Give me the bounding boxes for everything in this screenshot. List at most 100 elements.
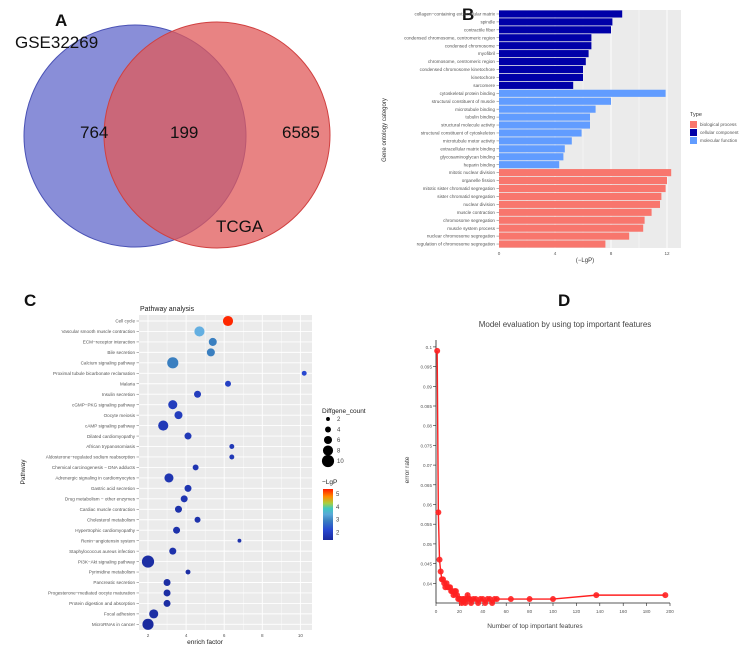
- c-pathway-label: Bile secretion: [107, 350, 135, 355]
- b-bar: [499, 184, 666, 193]
- c-color-legend-label: 2: [336, 530, 340, 536]
- c-pathway-label: Oocyte meiosis: [104, 413, 136, 418]
- b-bar: [499, 224, 644, 232]
- c-plot-background: [139, 315, 312, 630]
- b-bar: [499, 97, 611, 105]
- c-pathway-label: African trypanosomiasis: [86, 444, 135, 449]
- c-point: [180, 495, 188, 503]
- c-pathway-label: Pancreatic secretion: [93, 580, 135, 585]
- d-y-tick-label: 0.085: [421, 404, 433, 409]
- d-y-axis-title: error rate: [404, 456, 411, 483]
- c-pathway-label: Vascular smooth muscle contraction: [62, 329, 136, 334]
- c-size-legend-dot: [326, 417, 330, 421]
- d-y-tick-label: 0.07: [423, 463, 432, 468]
- b-bar: [499, 129, 582, 137]
- b-bar: [499, 145, 565, 153]
- b-bar: [499, 161, 560, 169]
- c-pathway-label: Malaria: [120, 381, 136, 386]
- d-y-tick-label: 0.06: [423, 503, 432, 508]
- c-pathway-label: ECM−receptor interaction: [83, 340, 136, 345]
- venn-count-gse32269-only: 764: [80, 123, 108, 142]
- b-bar: [499, 73, 583, 82]
- c-point: [164, 473, 174, 483]
- d-chart-title: Model evaluation by using top important …: [479, 320, 652, 329]
- c-pathway-label: Protein digestion and absorption: [69, 601, 135, 606]
- b-bar: [499, 50, 589, 58]
- b-category-label: structural constituent of muscle: [432, 99, 496, 104]
- c-size-legend-label: 10: [337, 459, 344, 465]
- c-point: [163, 589, 171, 597]
- c-point: [173, 526, 181, 534]
- b-category-label: muscle system process: [447, 226, 495, 231]
- panel-label-d: D: [558, 291, 570, 310]
- panel-a-venn: A GSE32269 TCGA 764 199 6585: [15, 11, 331, 249]
- d-y-tick-label: 0.08: [423, 424, 432, 429]
- venn-count-intersection: 199: [170, 123, 198, 142]
- d-x-tick-label: 120: [573, 609, 581, 614]
- c-point: [229, 444, 235, 449]
- d-x-tick-label: 200: [666, 609, 674, 614]
- c-pathway-label: Progesterone−mediated oocyte maturation: [48, 591, 135, 596]
- c-size-legend-dot: [323, 435, 333, 445]
- b-bar: [499, 153, 564, 161]
- c-point: [225, 380, 231, 387]
- b-x-tick-label: 0: [498, 251, 501, 256]
- b-bar: [499, 81, 574, 89]
- c-x-axis-title: enrich factor: [187, 639, 224, 646]
- panel-c-pathway-bubble-chart: C Pathway analysis enrich factor Pathway…: [20, 291, 366, 646]
- b-bar: [499, 121, 590, 129]
- b-category-label: extracellular matrix binding: [440, 146, 495, 151]
- b-category-label: myofibril: [478, 51, 495, 56]
- b-category-label: mitotic nuclear division: [449, 170, 496, 175]
- d-x-tick-label: 180: [643, 609, 651, 614]
- d-point: [434, 347, 441, 354]
- c-point: [167, 357, 179, 369]
- d-x-tick-label: 80: [527, 609, 533, 614]
- b-category-label: collagen−containing extracellular matrix: [414, 12, 495, 17]
- c-size-legend-title: Diffgene_count: [322, 408, 366, 415]
- b-bar: [499, 105, 596, 113]
- b-legend-label: biological process: [700, 122, 737, 127]
- b-category-label: nuclear division: [463, 202, 495, 207]
- c-color-legend-label: 5: [336, 492, 340, 498]
- c-x-tick-label: 8: [261, 633, 264, 638]
- b-legend-label: cellular component: [700, 130, 739, 135]
- b-bar: [499, 10, 623, 18]
- b-bar: [499, 34, 592, 42]
- b-category-label: nuclear chromosome segregation: [427, 234, 496, 239]
- b-category-label: mitotic sister chromatid segregation: [423, 186, 496, 191]
- d-y-tick-label: 0.095: [421, 365, 433, 370]
- b-y-axis-title: Gene ontology category: [382, 98, 388, 162]
- b-legend-swatch: [690, 129, 697, 136]
- c-point: [163, 579, 171, 586]
- b-bar: [499, 57, 586, 66]
- b-bar: [499, 113, 590, 121]
- b-category-label: microtubule motor activity: [443, 139, 496, 144]
- c-point: [184, 484, 192, 492]
- b-bar: [499, 176, 667, 185]
- b-bar: [499, 240, 606, 248]
- c-color-legend-bar: [323, 489, 333, 540]
- c-point: [194, 390, 202, 398]
- b-legend-swatch: [690, 137, 697, 144]
- d-x-tick-label: 100: [549, 609, 557, 614]
- c-point: [222, 315, 234, 327]
- b-bar: [499, 208, 652, 216]
- b-bar: [499, 26, 611, 34]
- c-point: [168, 400, 178, 410]
- c-pathway-label: Renin−angiotensin system: [81, 538, 135, 543]
- b-x-tick-label: 8: [610, 251, 613, 256]
- b-category-label: structural molecule activity: [441, 123, 496, 128]
- b-bar: [499, 192, 662, 201]
- b-category-label: regulation of chromosome segregation: [417, 242, 496, 247]
- c-point: [158, 420, 169, 431]
- d-x-tick-label: 140: [596, 609, 604, 614]
- c-point: [185, 569, 191, 575]
- c-chart-title: Pathway analysis: [140, 306, 195, 313]
- panel-label-c: C: [24, 291, 36, 310]
- d-y-tick-label: 0.055: [421, 522, 433, 527]
- c-pathway-label: Calcium signaling pathway: [81, 361, 136, 366]
- c-pathway-label: Drug metabolism − other enzymes: [65, 497, 136, 502]
- b-legend-label: molecular function: [700, 138, 738, 143]
- d-point: [493, 596, 500, 603]
